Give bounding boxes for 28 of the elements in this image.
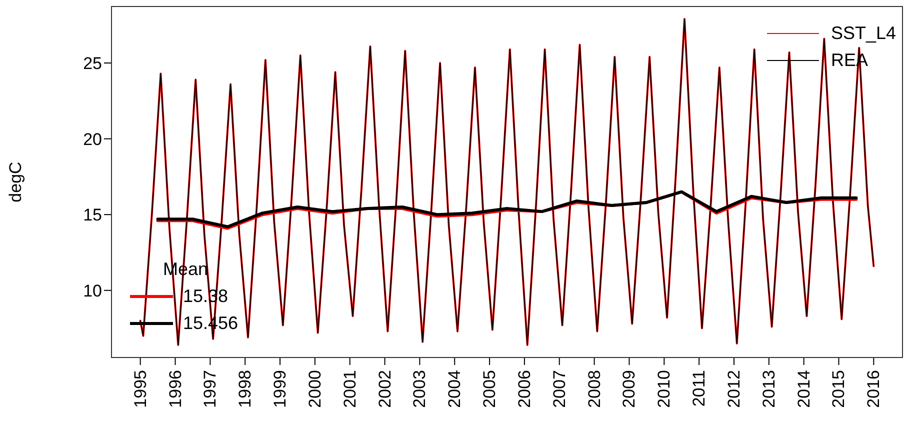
x-tick-label: 2016: [864, 370, 884, 408]
x-tick-label: 2015: [829, 370, 848, 408]
x-tick-label: 2005: [480, 370, 500, 408]
x-tick-label: 2000: [305, 370, 324, 408]
y-axis-title: degC: [6, 162, 26, 202]
x-tick-label: 2014: [794, 370, 814, 408]
x-tick-label: 1996: [166, 370, 185, 408]
legend-label: SST_L4: [830, 22, 896, 45]
x-tick-label: 2009: [620, 370, 639, 408]
x-tick-label: 2006: [514, 370, 534, 408]
x-tick-label: 2007: [550, 370, 569, 408]
x-tick-label: 2012: [724, 370, 744, 408]
x-tick-label: 1995: [130, 370, 150, 408]
x-tick-label: 2003: [410, 370, 430, 408]
y-tick-label: 10: [83, 281, 102, 300]
x-tick-label: 1998: [236, 370, 255, 408]
x-tick-label: 1999: [270, 370, 290, 408]
x-tick-label: 2008: [584, 370, 604, 408]
x-tick-label: 2001: [340, 370, 360, 408]
x-tick-label: 2010: [654, 370, 674, 408]
x-tick-label: 2004: [445, 370, 464, 408]
y-tick-label: 25: [83, 54, 102, 74]
x-tick-label: 2013: [759, 370, 778, 408]
x-tick-label: 2011: [690, 370, 709, 407]
y-tick-label: 15: [83, 206, 102, 225]
x-tick-label: 2002: [375, 370, 394, 408]
y-tick-label: 20: [83, 130, 102, 149]
x-tick-label: 1997: [200, 370, 220, 408]
